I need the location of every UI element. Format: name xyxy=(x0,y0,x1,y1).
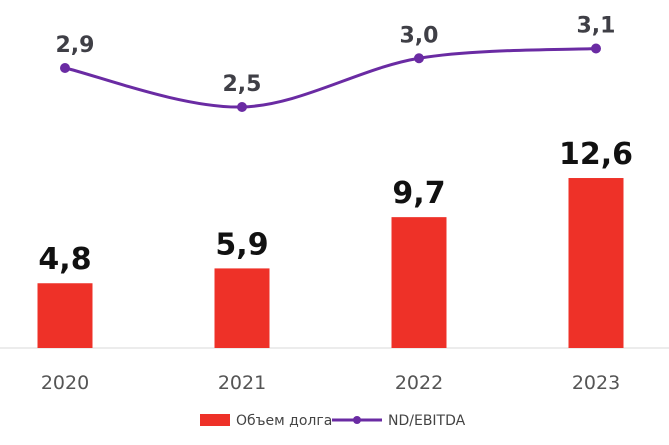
line-series xyxy=(60,43,601,112)
legend-swatch-debt xyxy=(200,414,230,426)
nd-ebitda-point-2022 xyxy=(414,53,424,64)
nd-ebitda-line xyxy=(64,47,597,109)
bar-series xyxy=(37,178,624,348)
x-axis-ticks: 2020 2021 2022 2023 xyxy=(41,372,620,394)
bar-2021 xyxy=(214,268,270,348)
legend: Объем долга ND/EBITDA xyxy=(200,413,466,429)
nd-ebitda-point-2020 xyxy=(60,63,70,73)
bar-label-2021: 5,9 xyxy=(215,227,268,262)
nd-ebitda-label-2023: 3,1 xyxy=(577,14,616,39)
nd-ebitda-label-2020: 2,9 xyxy=(56,33,95,58)
x-tick-label-2022: 2022 xyxy=(395,372,443,394)
bar-2020 xyxy=(37,283,93,348)
x-tick-label-2020: 2020 xyxy=(41,372,89,394)
nd-ebitda-point-2021 xyxy=(237,102,247,112)
legend-label-nd-ebitda: ND/EBITDA xyxy=(388,413,466,429)
bar-2023 xyxy=(568,178,624,348)
nd-ebitda-point-2023 xyxy=(591,43,601,54)
bar-2022 xyxy=(391,217,447,348)
bar-data-labels: 4,8 5,9 9,7 12,6 xyxy=(38,137,633,277)
x-tick-label-2023: 2023 xyxy=(572,372,620,394)
bar-label-2020: 4,8 xyxy=(38,242,91,277)
x-tick-label-2021: 2021 xyxy=(218,372,266,394)
nd-ebitda-label-2022: 3,0 xyxy=(400,23,439,48)
bar-label-2023: 12,6 xyxy=(559,137,633,172)
line-data-labels: 2,9 2,5 3,0 3,1 xyxy=(56,14,616,98)
nd-ebitda-label-2021: 2,5 xyxy=(223,72,262,97)
bar-label-2022: 9,7 xyxy=(392,176,445,211)
legend-swatch-nd-ebitda-marker xyxy=(353,416,361,424)
legend-label-debt: Объем долга xyxy=(236,413,332,429)
